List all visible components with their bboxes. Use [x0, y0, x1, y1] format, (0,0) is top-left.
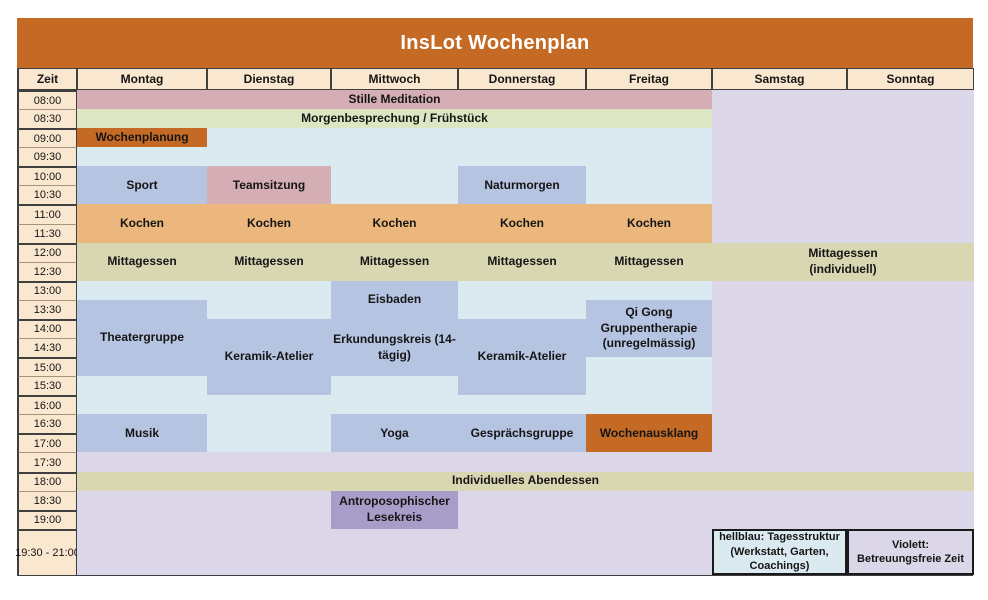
time-label-13-30: 13:30	[18, 299, 77, 319]
time-label-14-30: 14:30	[18, 338, 77, 358]
event-yoga-mittwoch: Yoga	[331, 414, 458, 453]
event-wochenplanung-montag: Wochenplanung	[77, 128, 207, 148]
event-morgenbesprechung-frühstück-montag: Morgenbesprechung / Frühstück	[77, 109, 712, 129]
time-label-16-30: 16:30	[18, 414, 77, 434]
time-label-18-00: 18:00	[18, 471, 77, 491]
column-header-zeit: Zeit	[18, 68, 77, 90]
event-kochen-montag: Kochen	[77, 204, 207, 243]
event-mittagessen-mittwoch: Mittagessen	[331, 242, 458, 281]
time-label-12-00: 12:00	[18, 242, 77, 262]
time-label-15-00: 15:00	[18, 357, 77, 377]
event-teamsitzung-dienstag: Teamsitzung	[207, 166, 331, 205]
column-header-freitag: Freitag	[586, 68, 712, 90]
event-keramik-atelier-donnerstag: Keramik-Atelier	[458, 318, 586, 396]
event-stille-meditation-montag: Stille Meditation	[77, 90, 712, 110]
legend-violett: Violett: Betreuungsfreie Zeit	[847, 528, 974, 575]
legend-hellblau: hellblau: Tagesstruktur (Werkstatt, Gart…	[712, 528, 847, 575]
time-label-09-00: 09:00	[18, 128, 77, 148]
region-weekend-free-time	[712, 90, 974, 472]
time-label-10-00: 10:00	[18, 166, 77, 186]
column-header-samstag: Samstag	[712, 68, 847, 90]
column-header-donnerstag: Donnerstag	[458, 68, 586, 90]
time-label-11-00: 11:00	[18, 204, 77, 224]
event-kochen-dienstag: Kochen	[207, 204, 331, 243]
time-label-11-30: 11:30	[18, 223, 77, 243]
event-mittagessen-montag: Mittagessen	[77, 242, 207, 281]
event-keramik-atelier-dienstag: Keramik-Atelier	[207, 318, 331, 396]
time-label-08-00: 08:00	[18, 90, 77, 110]
event-eisbaden-mittwoch: Eisbaden	[331, 280, 458, 319]
event-mittagessen-dienstag: Mittagessen	[207, 242, 331, 281]
schedule-grid: Zeit Montag Dienstag Mittwoch Donnerstag Frei…	[15, 68, 974, 576]
event-antroposophischer-lesekreis-mittwoch: Antroposophischer Lesekreis	[331, 490, 458, 529]
event-kochen-mittwoch: Kochen	[331, 204, 458, 243]
column-header-montag: Montag	[77, 68, 207, 90]
event-sport-montag: Sport	[77, 166, 207, 205]
time-label-14-00: 14:00	[18, 318, 77, 339]
time-label-19-00: 19:00	[18, 509, 77, 529]
time-label-08-30: 08:30	[18, 109, 77, 129]
event-erkundungskreis-14-tägig-mittwoch: Erkundungskreis (14-tägig)	[331, 318, 458, 377]
event-mittagessen-freitag: Mittagessen	[586, 242, 712, 281]
event-kochen-freitag: Kochen	[586, 204, 712, 243]
column-header-mittwoch: Mittwoch	[331, 68, 458, 90]
page-title: InsLot Wochenplan	[17, 18, 973, 68]
region-weekday-early-evening-free	[77, 452, 712, 472]
event-naturmorgen-donnerstag: Naturmorgen	[458, 166, 586, 205]
time-label-17-30: 17:30	[18, 452, 77, 472]
time-label-12-30: 12:30	[18, 261, 77, 281]
event-wochenausklang-freitag: Wochenausklang	[586, 414, 712, 453]
time-label-09-30: 09:30	[18, 147, 77, 167]
event-theatergruppe-montag: Theatergruppe	[77, 299, 207, 377]
column-header-dienstag: Dienstag	[207, 68, 331, 90]
event-mittagessen-donnerstag: Mittagessen	[458, 242, 586, 281]
time-label-18-30: 18:30	[18, 490, 77, 510]
time-label-17-00: 17:00	[18, 433, 77, 453]
event-kochen-donnerstag: Kochen	[458, 204, 586, 243]
time-label-10-30: 10:30	[18, 185, 77, 205]
time-label-15-30: 15:30	[18, 376, 77, 396]
time-label-19-30-21-00: 19:30 - 21:00	[15, 528, 80, 575]
wochenplan-sheet: InsLot Wochenplan Zeit Montag Dienstag Mitt…	[15, 18, 974, 576]
event-musik-montag: Musik	[77, 414, 207, 453]
event-qi-gong-freitag: Qi Gong Gruppentherapie (unregelmässig)	[586, 299, 712, 358]
event-mittagessen-samstag: Mittagessen (individuell)	[712, 242, 974, 281]
event-individuelles-abendessen-montag: Individuelles Abendessen	[77, 471, 974, 491]
event-gesprächsgruppe-donnerstag: Gesprächsgruppe	[458, 414, 586, 453]
time-label-16-00: 16:00	[18, 395, 77, 415]
time-label-13-00: 13:00	[18, 280, 77, 300]
column-header-sonntag: Sonntag	[847, 68, 974, 90]
